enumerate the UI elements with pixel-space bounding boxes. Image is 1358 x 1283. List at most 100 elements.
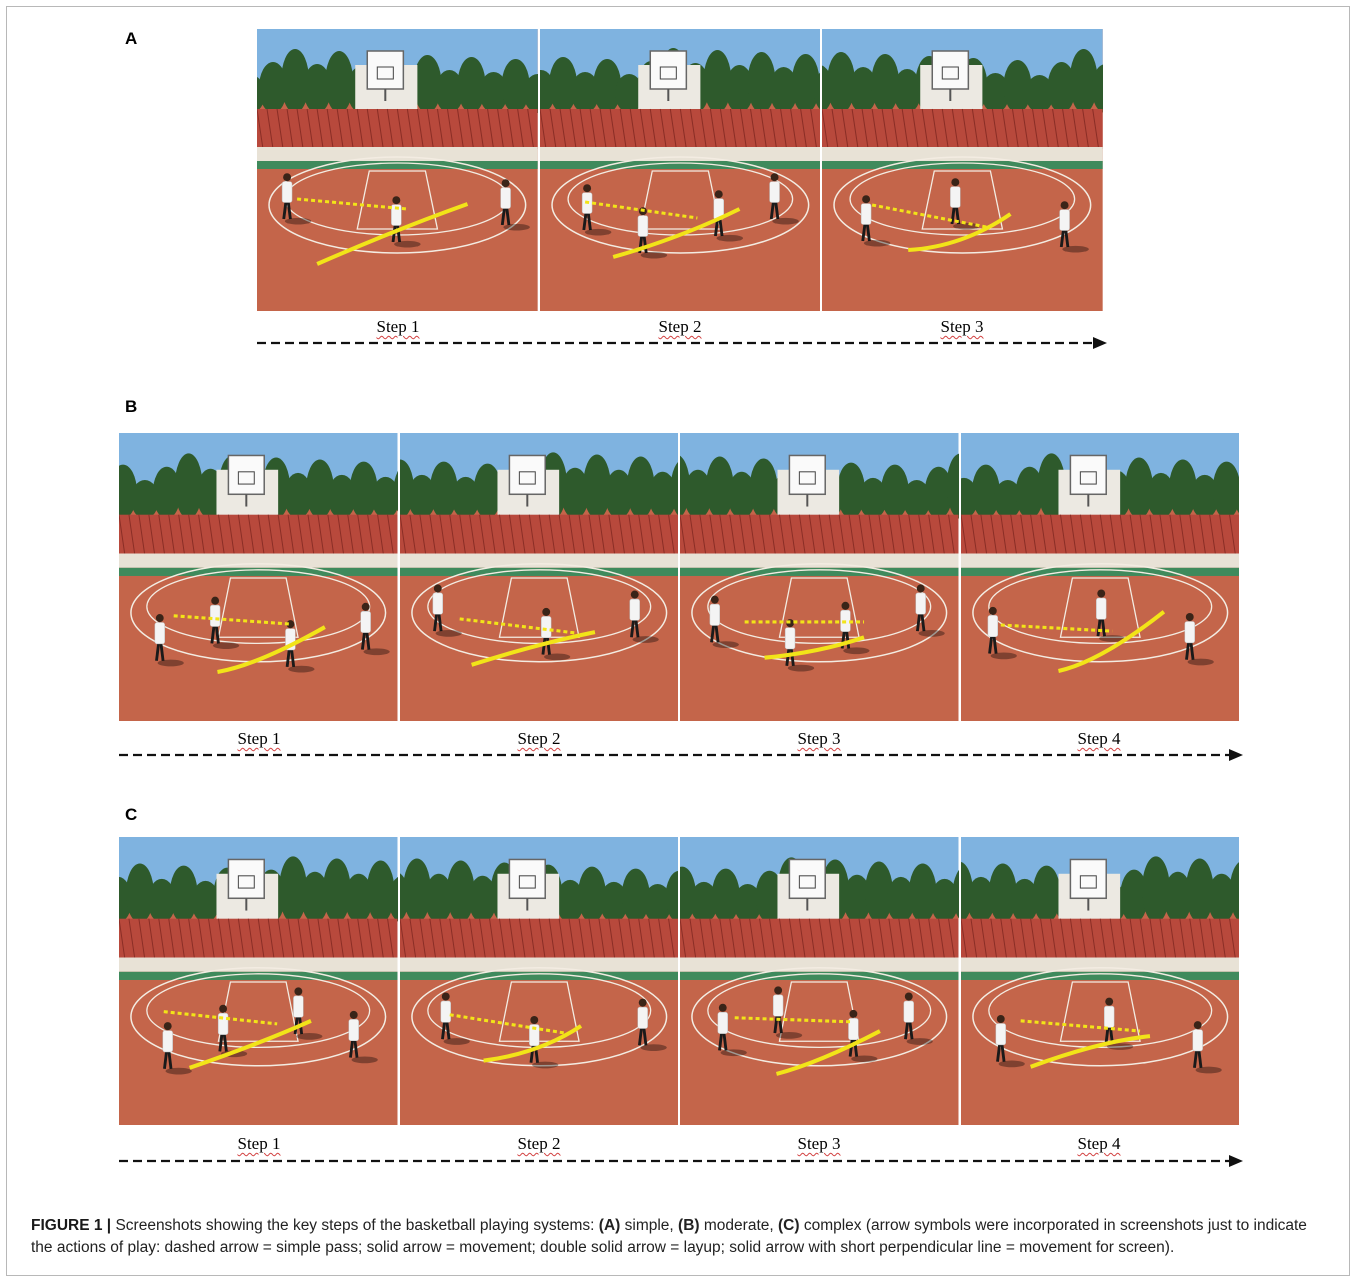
panel-b-label: B bbox=[125, 397, 138, 416]
pass-arrow bbox=[734, 1016, 853, 1024]
movement-arrow bbox=[775, 1029, 881, 1076]
panel-b-step-1-photo bbox=[119, 433, 400, 721]
backboard bbox=[788, 454, 826, 496]
movement-arrow bbox=[764, 635, 865, 660]
pass-arrow bbox=[296, 197, 408, 211]
panel-c-step-2-label: Step 2 bbox=[517, 1134, 561, 1153]
panel-c-step-4-label: Step 4 bbox=[1077, 1134, 1121, 1153]
player-figure bbox=[1059, 201, 1090, 253]
caption-text-1: Screenshots showing the key steps of the… bbox=[111, 1217, 599, 1234]
player-figure bbox=[391, 196, 421, 248]
player-figure bbox=[915, 584, 945, 637]
panel-a-step-1-label: Step 1 bbox=[376, 317, 420, 336]
player-figure bbox=[1184, 612, 1214, 666]
panel-c-label: C bbox=[125, 805, 138, 824]
player-figure bbox=[717, 1003, 747, 1057]
player-figure bbox=[769, 173, 799, 225]
figure-frame: A Step 1 Step 2 Step 3 B Step 1 Step 2 S… bbox=[6, 6, 1350, 1276]
player-figure bbox=[987, 606, 1017, 660]
backboard bbox=[227, 454, 265, 496]
player-figure bbox=[581, 184, 612, 236]
pass-arrow bbox=[459, 617, 577, 635]
movement-arrow bbox=[908, 212, 1012, 252]
movement-arrow bbox=[482, 1024, 582, 1063]
pass-arrow bbox=[1020, 1019, 1140, 1033]
panel-a-strip bbox=[257, 29, 1104, 311]
panel-b-step-1-label: Step 1 bbox=[237, 729, 281, 748]
player-figure bbox=[637, 207, 667, 259]
caption-text-4: complex (arrow symbols were incorporated… bbox=[31, 1217, 1307, 1256]
panel-a-step-2-photo bbox=[539, 29, 823, 311]
panel-b-step-2-photo bbox=[399, 433, 680, 721]
panel-c-steps: Step 1 Step 2 Step 3 Step 4 bbox=[119, 1134, 1239, 1154]
movement-arrow bbox=[612, 207, 741, 259]
panel-c-step-4-photo bbox=[960, 837, 1239, 1125]
panel-b-timeline-arrow bbox=[119, 748, 1243, 762]
player-figure bbox=[772, 986, 803, 1039]
pass-arrow bbox=[163, 1010, 278, 1026]
movement-arrow bbox=[1029, 1034, 1150, 1069]
player-figure bbox=[709, 595, 739, 648]
panel-b-strip bbox=[119, 433, 1239, 721]
player-figure bbox=[1095, 589, 1125, 642]
player-figure bbox=[360, 602, 390, 656]
caption-ref-b: (B) bbox=[678, 1217, 700, 1234]
movement-arrow bbox=[188, 1018, 312, 1070]
movement-arrow bbox=[470, 630, 595, 667]
backboard bbox=[1069, 858, 1107, 900]
pass-arrow bbox=[872, 203, 988, 229]
panel-b-step-4-photo bbox=[960, 433, 1239, 721]
backboard bbox=[366, 50, 405, 90]
player-figure bbox=[162, 1022, 192, 1075]
pass-arrow bbox=[1000, 623, 1112, 633]
panel-a-step-3-photo bbox=[822, 29, 1104, 311]
player-figure bbox=[528, 1015, 558, 1069]
pass-arrow bbox=[449, 1013, 565, 1035]
player-figure bbox=[995, 1014, 1025, 1068]
panel-c-step-3-label: Step 3 bbox=[797, 1134, 841, 1153]
movement-arrow bbox=[217, 625, 326, 674]
panel-a-step-3-label: Step 3 bbox=[940, 317, 984, 336]
player-figure bbox=[1103, 997, 1133, 1050]
player-figure bbox=[1192, 1021, 1222, 1074]
panel-b-step-3-label: Step 3 bbox=[797, 729, 841, 748]
movement-arrow bbox=[1057, 610, 1165, 673]
player-figure bbox=[285, 620, 315, 673]
player-figure bbox=[348, 1010, 378, 1064]
player-figure bbox=[281, 173, 312, 225]
panel-a-label: A bbox=[125, 29, 138, 48]
player-figure bbox=[154, 614, 184, 667]
pass-arrow bbox=[584, 200, 698, 220]
player-figure bbox=[440, 992, 470, 1045]
pass-arrow bbox=[173, 614, 290, 626]
caption-ref-a: (A) bbox=[598, 1217, 621, 1234]
backboard bbox=[508, 454, 546, 496]
panel-a-step-1-photo bbox=[257, 29, 540, 311]
panel-c-timeline-arrow bbox=[119, 1154, 1243, 1168]
player-figure bbox=[540, 607, 570, 661]
figure-caption: FIGURE 1 | Screenshots showing the key s… bbox=[31, 1215, 1331, 1259]
panel-c-step-1-photo bbox=[119, 837, 400, 1125]
player-figure bbox=[209, 596, 240, 649]
player-figure bbox=[293, 987, 323, 1040]
caption-text-3: moderate, bbox=[699, 1217, 778, 1234]
panel-c-step-2-photo bbox=[399, 837, 680, 1125]
player-figure bbox=[432, 584, 462, 637]
backboard bbox=[508, 858, 546, 900]
panel-b-step-2-label: Step 2 bbox=[517, 729, 561, 748]
panel-a-steps: Step 1 Step 2 Step 3 bbox=[257, 317, 1103, 337]
player-figure bbox=[629, 590, 659, 643]
player-figure bbox=[637, 998, 667, 1051]
panel-c-step-1-label: Step 1 bbox=[237, 1134, 281, 1153]
backboard bbox=[1069, 454, 1107, 496]
caption-text-2: simple, bbox=[620, 1217, 679, 1234]
backboard bbox=[227, 858, 265, 900]
panel-b-step-3-photo bbox=[680, 433, 961, 721]
player-figure bbox=[903, 992, 933, 1045]
panel-b-step-4-label: Step 4 bbox=[1077, 729, 1121, 748]
panel-a-timeline-arrow bbox=[257, 336, 1107, 350]
backboard bbox=[788, 858, 826, 900]
panel-b-steps: Step 1 Step 2 Step 3 Step 4 bbox=[119, 729, 1239, 749]
panel-c-strip bbox=[119, 837, 1239, 1125]
movement-arrow bbox=[316, 202, 469, 266]
